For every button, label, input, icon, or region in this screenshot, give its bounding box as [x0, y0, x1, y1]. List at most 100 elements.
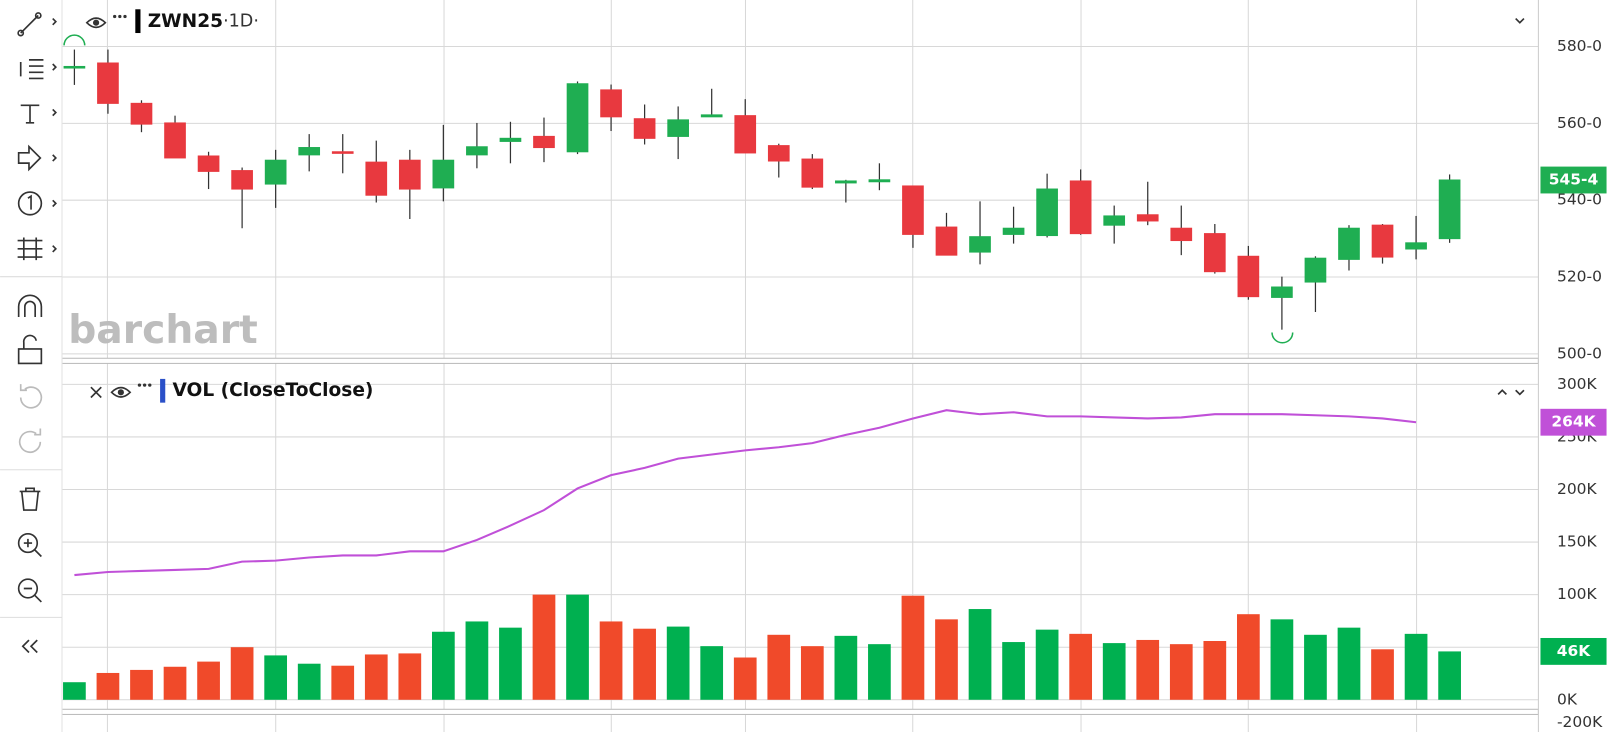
series-swatch	[135, 9, 141, 34]
volume-bar	[197, 661, 220, 700]
volume-bar	[1136, 639, 1160, 700]
toolbar	[0, 12, 63, 654]
candle-body	[533, 135, 555, 149]
callout-tool[interactable]	[17, 191, 57, 216]
candle-body	[466, 146, 488, 156]
candle-body	[801, 158, 824, 188]
candle-body	[566, 83, 589, 153]
volume-bar	[1203, 641, 1227, 700]
candle-body	[1036, 188, 1058, 237]
candle-body	[432, 159, 455, 189]
candle-body	[1203, 233, 1226, 273]
candle-body	[197, 155, 220, 172]
eye-icon[interactable]	[110, 386, 132, 398]
indicator-title[interactable]: VOL (CloseToClose)	[172, 380, 373, 401]
collapse-toolbar[interactable]	[21, 639, 38, 654]
candle-body	[868, 179, 891, 183]
y-tick-label: 0K	[1557, 690, 1578, 708]
candle-body	[700, 114, 723, 118]
volume-badge-label: 46K	[1557, 642, 1592, 660]
candle-body	[499, 137, 522, 142]
measure-tool[interactable]	[17, 237, 57, 261]
trend-line-tool[interactable]	[17, 12, 57, 37]
zoom-in-tool[interactable]	[17, 532, 42, 558]
volume-bar	[935, 619, 958, 700]
more-icon[interactable]	[113, 14, 127, 19]
collapse-icon[interactable]	[1515, 17, 1525, 24]
move-down-icon[interactable]	[1515, 389, 1525, 396]
candle-body	[767, 145, 790, 162]
candle-body	[902, 185, 924, 235]
volume-bar	[666, 626, 690, 700]
y-tick-label: 100K	[1557, 585, 1598, 603]
candle-body	[633, 118, 656, 139]
zoom-out-tool[interactable]	[17, 578, 42, 603]
volume-bar	[901, 595, 925, 700]
volume-bar	[1337, 627, 1361, 700]
candle-body	[935, 226, 958, 256]
volume-bar	[1102, 643, 1126, 700]
cut-off-tick: -200K	[1557, 713, 1603, 731]
candle-body	[1002, 227, 1025, 235]
lock-tool[interactable]	[17, 334, 43, 365]
candle-body	[1136, 214, 1159, 222]
low-marker	[1271, 332, 1294, 344]
volume-bar	[1270, 619, 1294, 700]
volume-bar	[1371, 649, 1394, 700]
volume-bar	[163, 666, 187, 700]
pane-separator	[61, 357, 1539, 364]
volume-bar	[1169, 644, 1193, 700]
pane-separator	[61, 708, 1539, 715]
volume-bar	[733, 657, 757, 700]
text-tool[interactable]	[20, 104, 57, 124]
price-header: ZWN25 ·1D·	[85, 9, 1525, 34]
candle-body	[231, 170, 253, 190]
eye-icon[interactable]	[85, 17, 107, 29]
magnet-tool[interactable]	[17, 294, 43, 317]
candle-body	[1371, 224, 1394, 258]
volume-bar	[264, 655, 288, 700]
volume-bar	[1237, 614, 1260, 700]
candle-body	[734, 115, 757, 154]
candle-body	[331, 151, 354, 154]
y-tick-label: 500-0	[1557, 344, 1602, 362]
candle-body	[63, 65, 86, 69]
volume-bar	[230, 647, 254, 700]
grid-layer: 500-0520-0540-0560-0580-00K50K100K150K20…	[62, 0, 1602, 732]
indicator-badge-label: 264K	[1551, 413, 1596, 431]
price-badge	[1540, 166, 1607, 194]
candle-body	[97, 62, 119, 104]
symbol[interactable]: ZWN25	[148, 11, 223, 32]
candle-body	[1338, 227, 1360, 260]
more-icon[interactable]	[137, 383, 152, 387]
close-icon[interactable]	[90, 386, 102, 399]
volume-bar	[1304, 634, 1327, 700]
candle-body	[600, 89, 622, 118]
candle-body	[1271, 286, 1293, 298]
volume-bar	[868, 644, 891, 700]
redo-tool[interactable]	[18, 428, 42, 454]
volume-bar	[566, 594, 589, 700]
volume-bar	[1002, 642, 1025, 700]
undo-tool[interactable]	[19, 384, 43, 409]
volume-bar	[767, 634, 791, 700]
candle-body	[1405, 242, 1427, 250]
y-tick-label: 520-0	[1557, 268, 1602, 286]
volume-bar	[700, 646, 724, 700]
y-tick-label: 560-0	[1557, 114, 1602, 132]
delete-tool[interactable]	[19, 487, 41, 511]
volume-bar	[63, 682, 86, 700]
high-marker	[63, 34, 86, 46]
y-tick-label: 200K	[1557, 480, 1598, 498]
volume-bar	[297, 663, 321, 700]
volume-bar	[465, 621, 489, 700]
candle-body	[365, 161, 388, 196]
volume-bar	[398, 653, 422, 700]
fib-tool[interactable]	[19, 59, 57, 80]
interval[interactable]: ·1D·	[223, 12, 259, 32]
arrow-tool[interactable]	[17, 144, 57, 172]
volume-header: VOL (CloseToClose)	[90, 378, 1525, 403]
move-up-icon[interactable]	[1497, 389, 1507, 395]
volume-bar	[1069, 633, 1093, 700]
